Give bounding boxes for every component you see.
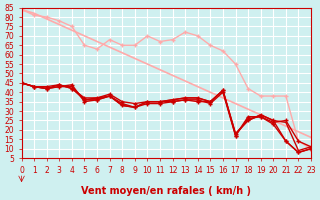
X-axis label: Vent moyen/en rafales ( km/h ): Vent moyen/en rafales ( km/h ) (81, 186, 251, 196)
